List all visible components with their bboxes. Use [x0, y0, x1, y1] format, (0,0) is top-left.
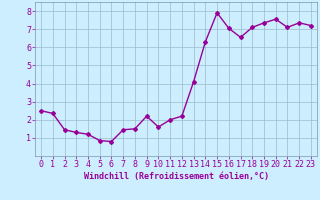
X-axis label: Windchill (Refroidissement éolien,°C): Windchill (Refroidissement éolien,°C) [84, 172, 268, 181]
